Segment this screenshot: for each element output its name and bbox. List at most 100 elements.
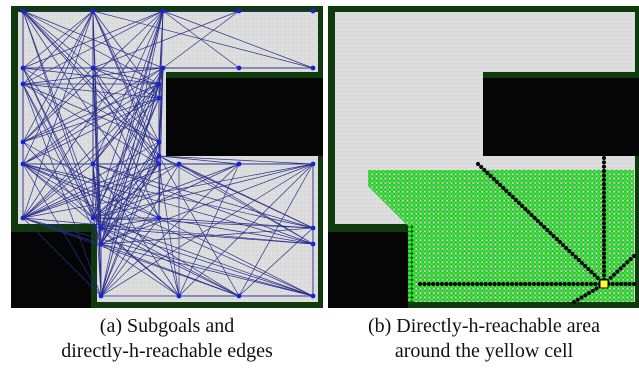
reachable-cell: [622, 178, 628, 184]
reachable-cell: [411, 169, 417, 175]
reachable-cell: [618, 191, 624, 197]
ray-cell: [518, 281, 523, 287]
reachable-cell: [424, 231, 430, 236]
reachable-cell: [561, 174, 566, 179]
reachable-cell: [578, 226, 584, 232]
ray-cell: [601, 221, 607, 226]
reachable-cell: [552, 275, 558, 280]
reachable-cell: [574, 213, 580, 219]
reachable-cell: [407, 288, 412, 294]
ray-cell: [610, 281, 615, 287]
reachable-cell: [618, 257, 624, 263]
reachable-cell: [508, 253, 514, 258]
reachable-cell: [407, 266, 412, 272]
reachable-cell: [508, 169, 514, 175]
subgoal-node: [176, 161, 182, 167]
reachable-cell: [468, 222, 474, 228]
reachable-cell: [473, 253, 478, 258]
ray-cell: [590, 288, 595, 293]
reachable-cell: [504, 231, 509, 236]
reachable-cell: [411, 174, 417, 179]
reachable-cell: [477, 262, 483, 267]
reachable-cell: [486, 226, 492, 232]
reachable-cell: [407, 253, 412, 258]
reachable-cell: [561, 204, 566, 210]
ray-cell: [488, 173, 493, 179]
reachable-cell: [451, 204, 456, 210]
ray-cell: [509, 281, 515, 287]
reachable-cell: [543, 297, 549, 302]
reachable-cell: [570, 213, 575, 219]
reachable-cell: [521, 262, 527, 267]
reachable-cell: [583, 169, 588, 175]
reachable-cell: [477, 248, 483, 254]
ray-cell: [439, 281, 444, 287]
reachable-cell: [627, 226, 632, 232]
reachable-cell: [614, 257, 619, 263]
reachable-cell: [499, 191, 505, 197]
reachable-cell: [622, 248, 628, 254]
reachable-cell: [539, 196, 544, 201]
reachable-cell: [429, 253, 434, 258]
reachable-cell: [464, 257, 470, 263]
reachable-cell: [451, 297, 456, 302]
reachable-cell: [429, 292, 434, 298]
reachable-cell: [596, 240, 602, 245]
reachable-cell: [438, 266, 443, 272]
reachable-cell: [587, 222, 593, 228]
reachable-cell: [587, 257, 593, 263]
reachable-cell: [416, 200, 421, 206]
reachable-cell: [468, 244, 474, 250]
reachable-cell: [433, 240, 439, 245]
reachable-cell: [583, 174, 588, 179]
ray-cell: [516, 200, 521, 206]
reachable-cell: [592, 297, 597, 302]
reachable-cell: [552, 292, 558, 298]
reachable-cell: [512, 174, 518, 179]
reachable-cell: [438, 231, 443, 236]
reachable-cell: [592, 244, 597, 250]
reachable-cell: [398, 196, 404, 201]
ray-cell: [601, 195, 607, 200]
caption-a-line2: directly-h-reachable edges: [61, 340, 273, 362]
reachable-cell: [508, 292, 514, 298]
reachable-cell: [521, 292, 527, 298]
reachable-cell: [451, 209, 456, 214]
reachable-cell: [561, 297, 566, 302]
reachable-cell: [548, 169, 553, 175]
reachable-cell: [429, 174, 434, 179]
subgoal-node: [156, 153, 162, 159]
reachable-cell: [468, 275, 474, 280]
reachable-cell: [495, 169, 500, 175]
reachable-cell: [504, 275, 509, 280]
reachable-cell: [605, 200, 610, 206]
ray-cell: [548, 230, 553, 236]
reachable-cell: [438, 235, 443, 241]
reachable-cell: [548, 253, 553, 258]
reachable-cell: [433, 213, 439, 219]
reachable-edge: [100, 141, 160, 245]
reachable-cell: [574, 191, 580, 197]
reachable-cell: [521, 213, 527, 219]
subgoal-node: [20, 81, 26, 87]
reachable-edge: [22, 83, 160, 165]
reachable-cell: [411, 200, 417, 206]
reachable-cell: [534, 209, 540, 214]
reachable-cell: [592, 226, 597, 232]
reachable-cell: [486, 257, 492, 263]
reachable-cell: [605, 222, 610, 228]
reachable-cell: [490, 182, 496, 188]
reachable-cell: [530, 182, 536, 188]
reachable-cell: [526, 292, 531, 298]
reachable-cell: [389, 196, 395, 201]
reachable-cell: [526, 297, 531, 302]
ray-cell: [526, 209, 531, 215]
ray-cell: [601, 182, 607, 187]
reachable-cell: [473, 196, 478, 201]
ray-cell: [631, 281, 637, 287]
reachable-cell: [618, 226, 624, 232]
reachable-cell: [482, 226, 487, 232]
reachable-cell: [455, 178, 461, 184]
reachable-cell: [420, 262, 426, 267]
reachable-cell: [517, 178, 522, 184]
